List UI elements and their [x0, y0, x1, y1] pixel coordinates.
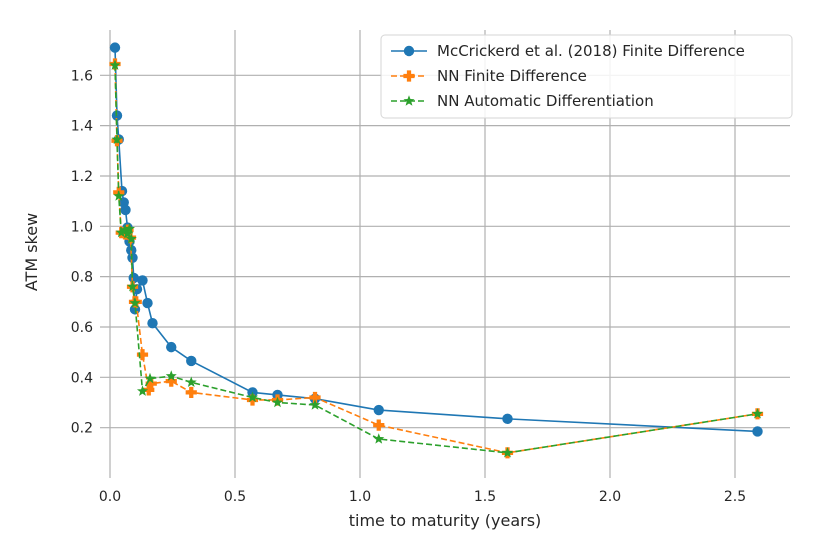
- data-point: [128, 272, 139, 284]
- series-nn-automatic-differentiation: [109, 59, 764, 458]
- data-point: [125, 233, 137, 244]
- legend-box: [380, 34, 793, 119]
- data-point: [136, 385, 149, 396]
- series-line: [114, 63, 758, 454]
- data-point: [115, 226, 127, 238]
- y-axis-label: ATM skew: [22, 213, 41, 291]
- data-point: [137, 275, 148, 286]
- legend-marker: [403, 70, 415, 82]
- data-point: [502, 413, 513, 425]
- data-point: [373, 419, 385, 431]
- data-point: [373, 404, 384, 416]
- data-point: [186, 355, 197, 367]
- data-point: [119, 224, 131, 235]
- x-tick-label: 2.5: [724, 489, 746, 505]
- data-point: [309, 399, 321, 410]
- x-axis-label: time to maturity (years): [349, 511, 542, 530]
- y-tick-label: 0.2: [71, 421, 93, 437]
- data-point: [143, 384, 155, 396]
- data-point: [142, 297, 153, 309]
- data-point: [271, 396, 284, 408]
- data-point: [185, 376, 197, 388]
- y-tick-label: 0.6: [71, 320, 93, 336]
- data-point: [147, 318, 158, 329]
- y-tick-label: 1.4: [71, 119, 93, 135]
- data-point: [109, 59, 121, 70]
- data-point: [145, 378, 157, 390]
- data-point: [751, 408, 764, 419]
- data-point: [113, 190, 125, 201]
- data-point: [246, 391, 259, 403]
- data-point: [166, 341, 177, 353]
- data-point: [373, 433, 385, 444]
- x-tick-labels: 0.0 0.5 1.0 1.5 2.0 2.5: [99, 489, 746, 505]
- data-point: [111, 133, 123, 145]
- legend-label: McCrickerd et al. (2018) Finite Differen…: [437, 42, 745, 60]
- data-point: [109, 42, 121, 53]
- y-tick-label: 0.4: [71, 370, 93, 386]
- x-tick-label: 1.0: [349, 489, 371, 505]
- x-tick-label: 0.5: [224, 489, 246, 505]
- y-tick-label: 1.0: [71, 219, 93, 235]
- legend-entry: NN Finite Difference: [391, 67, 587, 85]
- data-point: [126, 280, 139, 292]
- legend-marker: [403, 95, 415, 106]
- data-point: [136, 349, 149, 361]
- data-point: [123, 223, 136, 234]
- data-point: [165, 375, 177, 387]
- x-tick-label: 2.0: [599, 489, 621, 505]
- data-point: [120, 204, 131, 216]
- data-point: [246, 394, 259, 406]
- legend: McCrickerd et al. (2018) Finite Differen…: [380, 34, 793, 119]
- legend-label: NN Finite Difference: [437, 67, 587, 85]
- legend-marker: [403, 45, 415, 57]
- x-tick-label: 1.5: [474, 489, 496, 505]
- data-point: [309, 391, 321, 404]
- data-point: [121, 228, 134, 239]
- y-tick-label: 1.2: [71, 169, 93, 185]
- x-tick-label: 0.0: [99, 489, 121, 505]
- plot-series: [109, 42, 764, 459]
- y-tick-label: 0.8: [71, 270, 93, 286]
- legend-entry: NN Automatic Differentiation: [391, 92, 654, 110]
- data-point: [165, 370, 177, 381]
- legend-label: NN Automatic Differentiation: [437, 92, 654, 110]
- data-point: [752, 426, 763, 437]
- data-point: [501, 447, 514, 458]
- y-tick-label: 1.6: [71, 68, 93, 84]
- data-point: [144, 372, 156, 384]
- legend-entry: McCrickerd et al. (2018) Finite Differen…: [391, 42, 745, 60]
- data-point: [185, 386, 197, 399]
- y-tick-labels: 0.2 0.4 0.6 0.8 1.0 1.2 1.4 1.6: [71, 68, 93, 436]
- data-point: [129, 297, 141, 308]
